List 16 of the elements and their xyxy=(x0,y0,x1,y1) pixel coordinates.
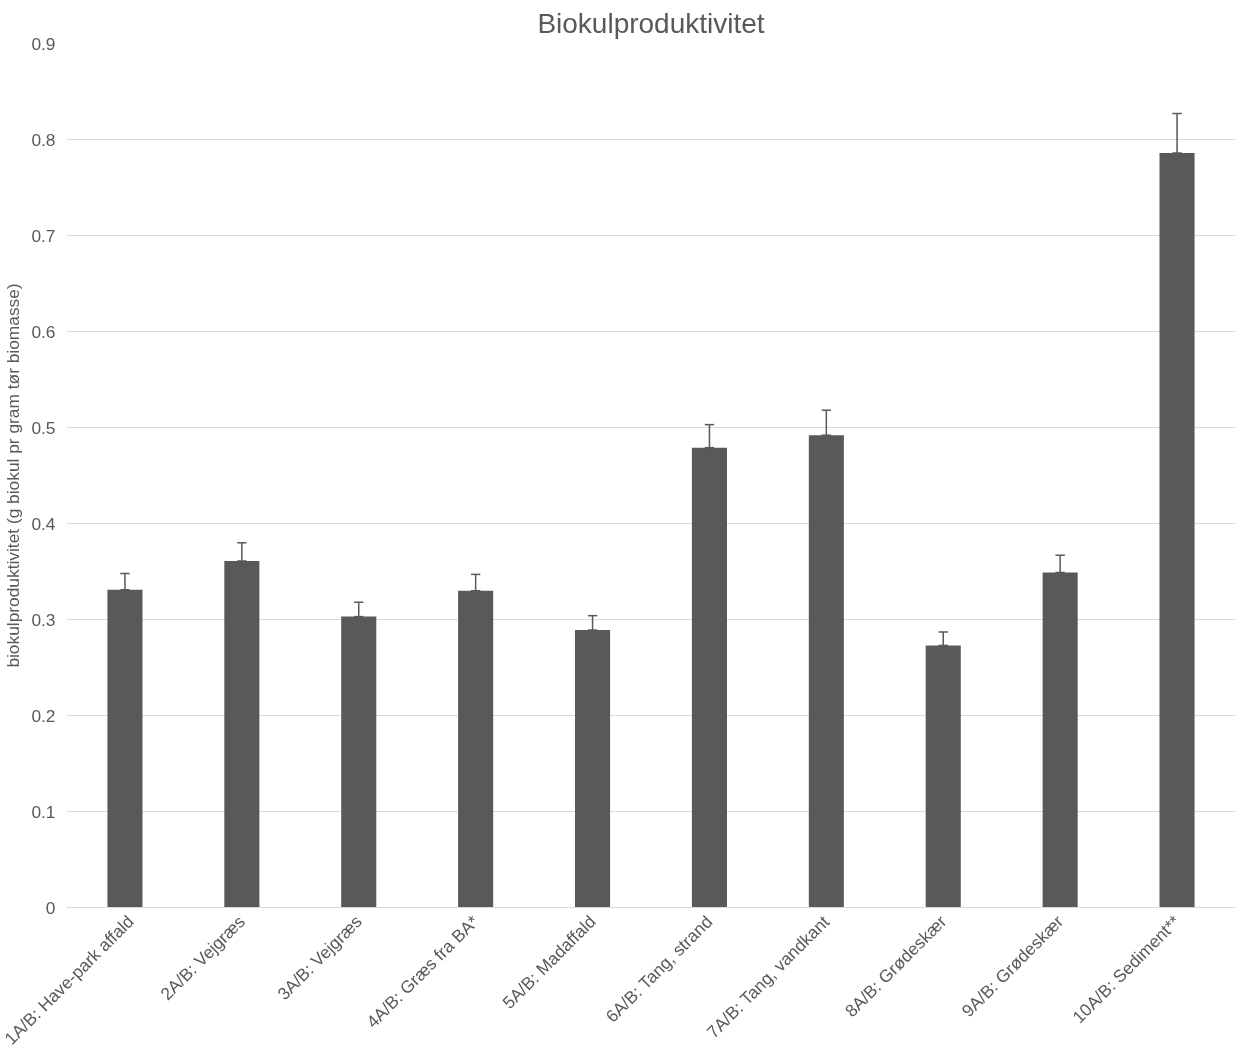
y-tick-label: 0.4 xyxy=(31,513,56,534)
y-tick-label: 0.9 xyxy=(31,33,56,54)
chart-title: Biokulproduktivitet xyxy=(537,7,765,39)
y-tick-label: 0.3 xyxy=(31,609,56,630)
y-tick-label: 0.7 xyxy=(31,225,56,246)
y-tick-label: 0 xyxy=(45,897,56,918)
bar xyxy=(575,630,611,908)
y-tick-label: 0.8 xyxy=(31,129,56,150)
bar xyxy=(808,435,844,908)
y-tick-label: 0.2 xyxy=(31,705,56,726)
y-tick-label: 0.5 xyxy=(31,417,56,438)
y-tick-label: 0.1 xyxy=(31,801,56,822)
bar xyxy=(224,560,260,908)
y-axis-title: biokulproduktivitet (g biokul pr gram tør biomasse) xyxy=(3,283,24,668)
y-tick-label: 0.6 xyxy=(31,321,56,342)
bar xyxy=(1159,152,1195,908)
